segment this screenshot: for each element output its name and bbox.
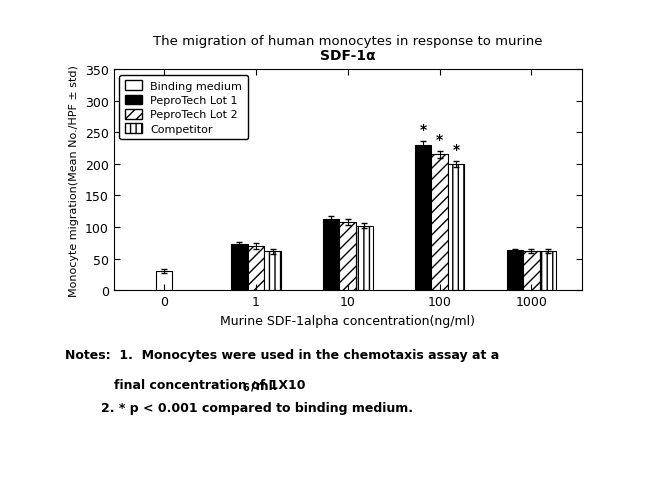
Text: 2. * p < 0.001 compared to binding medium.: 2. * p < 0.001 compared to binding mediu… <box>101 401 413 414</box>
Bar <box>356 226 372 291</box>
Text: *: * <box>452 142 460 156</box>
Text: final concentration of 1X10: final concentration of 1X10 <box>114 378 306 391</box>
Text: 6: 6 <box>242 382 249 392</box>
Text: SDF-1α: SDF-1α <box>320 49 376 63</box>
Bar <box>523 252 540 291</box>
Text: *: * <box>419 123 426 137</box>
Text: Notes:  1.  Monocytes were used in the chemotaxis assay at a: Notes: 1. Monocytes were used in the che… <box>65 348 499 361</box>
Bar <box>540 252 556 291</box>
X-axis label: Murine SDF-1alpha concentration(ng/ml): Murine SDF-1alpha concentration(ng/ml) <box>220 314 475 327</box>
Legend: Binding medium, PeproTech Lot 1, PeproTech Lot 2, Competitor: Binding medium, PeproTech Lot 1, PeproTe… <box>120 76 248 140</box>
Text: *: * <box>436 132 443 146</box>
Bar <box>415 146 431 291</box>
Bar <box>231 244 248 291</box>
Text: /ml.: /ml. <box>251 378 278 391</box>
Bar <box>265 252 281 291</box>
Bar <box>431 155 448 291</box>
Bar <box>506 251 523 291</box>
Bar <box>448 165 464 291</box>
Bar <box>156 272 172 291</box>
Text: The migration of human monocytes in response to murine: The migration of human monocytes in resp… <box>153 35 543 48</box>
Y-axis label: Monocyte migration(Mean No./HPF ± std): Monocyte migration(Mean No./HPF ± std) <box>70 65 79 296</box>
Bar <box>339 222 356 291</box>
Bar <box>248 246 265 291</box>
Bar <box>323 219 339 291</box>
